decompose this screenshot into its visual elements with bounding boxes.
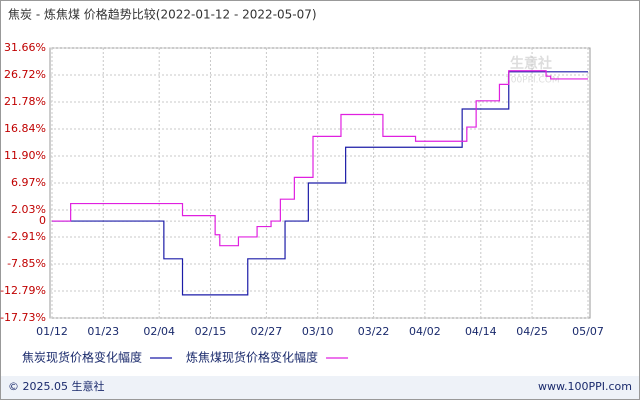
x-tick-label: 04/25 <box>516 325 548 338</box>
x-tick-label: 02/15 <box>195 325 227 338</box>
y-tick-label: 21.78% <box>4 95 46 108</box>
x-tick-label: 03/10 <box>302 325 334 338</box>
legend-label: 炼焦煤现货价格变化幅度 <box>186 350 318 365</box>
y-tick-label: -7.85% <box>7 257 46 270</box>
x-tick-label: 01/12 <box>36 325 68 338</box>
y-tick-label: -2.91% <box>7 230 46 243</box>
y-tick-label: -17.73% <box>0 311 46 324</box>
series-line <box>52 70 588 247</box>
chart-title: 焦炭 - 炼焦煤 价格趋势比较(2022-01-12 - 2022-05-07) <box>8 7 317 22</box>
y-tick-label: -12.79% <box>0 284 46 297</box>
x-tick-label: 02/27 <box>251 325 283 338</box>
y-tick-label: 16.84% <box>4 122 46 135</box>
y-tick-label: 26.72% <box>4 68 46 81</box>
x-tick-label: 04/14 <box>465 325 497 338</box>
y-tick-label: 6.97% <box>11 176 46 189</box>
x-tick-label: 02/04 <box>143 325 175 338</box>
legend-label: 焦炭现货价格变化幅度 <box>22 350 142 365</box>
y-tick-label: 0 <box>39 214 46 227</box>
x-tick-label: 04/02 <box>409 325 441 338</box>
watermark: 生意社 <box>510 55 552 72</box>
x-tick-label: 05/07 <box>572 325 604 338</box>
y-tick-label: 2.03% <box>11 203 46 216</box>
footer-left: © 2025.05 生意社 <box>8 379 104 393</box>
y-tick-label: 11.90% <box>4 149 46 162</box>
series-line <box>52 71 588 296</box>
footer-bar <box>1 376 639 399</box>
x-tick-label: 03/22 <box>358 325 390 338</box>
footer-right: www.100PPI.com <box>538 380 632 393</box>
y-tick-label: 31.66% <box>4 41 46 54</box>
x-tick-label: 01/23 <box>87 325 119 338</box>
